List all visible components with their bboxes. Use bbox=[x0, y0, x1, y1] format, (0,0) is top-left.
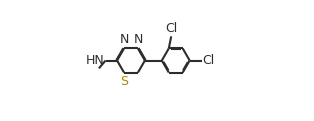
Text: N: N bbox=[119, 33, 129, 46]
Text: Cl: Cl bbox=[165, 22, 177, 35]
Text: HN: HN bbox=[86, 53, 105, 67]
Text: S: S bbox=[120, 75, 128, 88]
Text: N: N bbox=[133, 33, 143, 46]
Text: Cl: Cl bbox=[203, 54, 215, 67]
